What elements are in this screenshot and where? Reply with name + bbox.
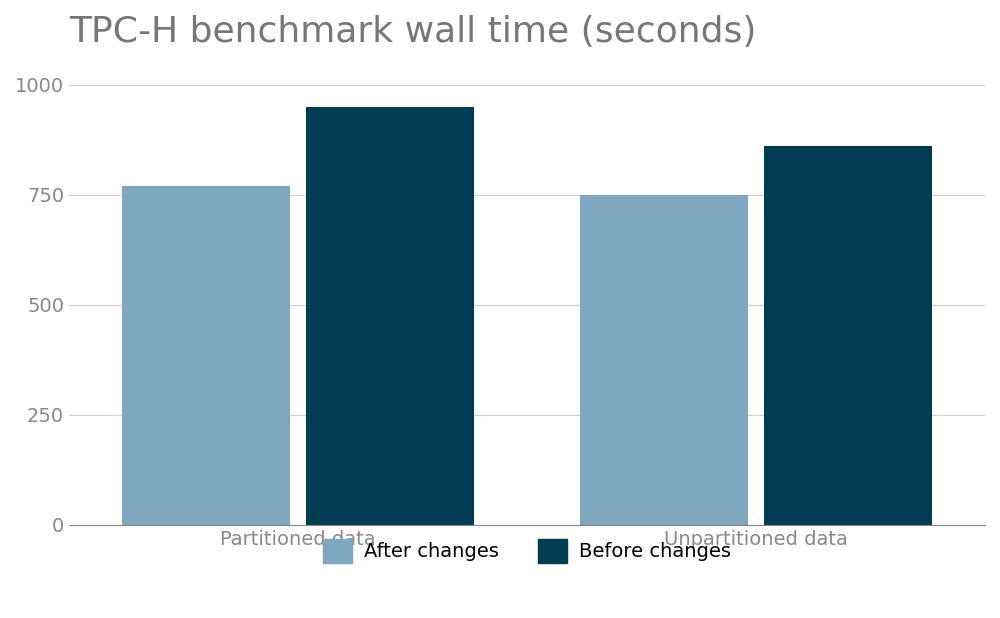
Bar	[306, 107, 474, 525]
Bar	[122, 186, 290, 525]
Legend: After changes, Before changes: After changes, Before changes	[316, 531, 738, 570]
Bar	[764, 146, 932, 525]
Text: TPC-H benchmark wall time (seconds): TPC-H benchmark wall time (seconds)	[69, 15, 756, 49]
Bar	[580, 195, 748, 525]
